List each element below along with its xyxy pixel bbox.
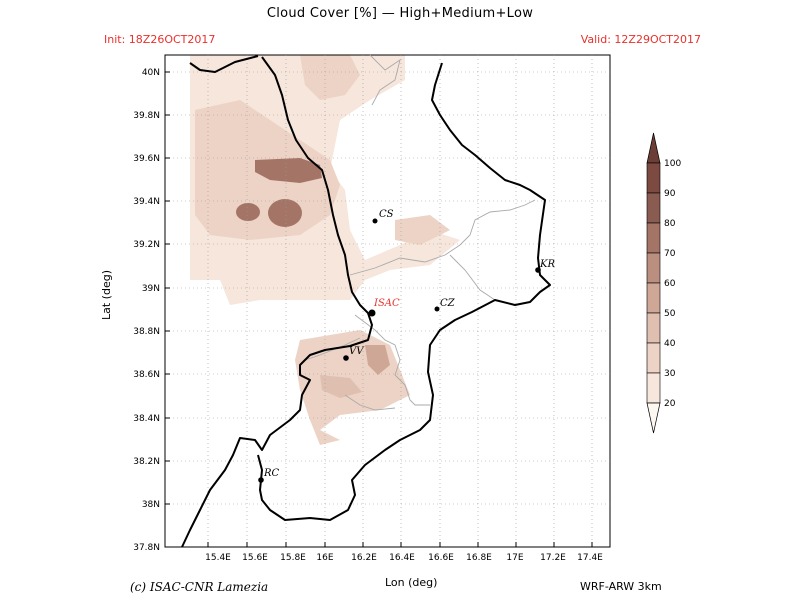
lat-tick: 37.8N <box>133 543 160 553</box>
colorbar-swatch <box>646 252 661 284</box>
lat-tick: 39.6N <box>133 154 160 164</box>
colorbar-swatch <box>646 312 661 344</box>
lon-tick: 16.2E <box>351 553 377 563</box>
lat-tick: 39.2N <box>133 240 160 250</box>
lat-tick: 38.2N <box>133 457 160 467</box>
lon-tick: 15.6E <box>242 553 268 563</box>
colorbar-label: 20 <box>664 399 676 409</box>
lon-tick: 16.4E <box>389 553 415 563</box>
colorbar-swatch <box>646 192 661 224</box>
colorbar <box>646 132 661 434</box>
city-label-kr: KR <box>539 259 555 270</box>
lon-tick: 17.4E <box>577 553 603 563</box>
colorbar-label: 30 <box>664 369 676 379</box>
lon-tick-labels: 15.4E 15.6E 15.8E 16E 16.2E 16.4E 16.6E … <box>205 553 603 563</box>
city-label-rc: RC <box>263 468 280 479</box>
colorbar-swatch <box>646 162 661 194</box>
province-boundaries <box>304 54 536 411</box>
colorbar-label: 70 <box>664 249 676 259</box>
model-text: WRF-ARW 3km <box>580 580 662 593</box>
colorbar-max-arrow <box>646 132 661 164</box>
colorbar-label: 40 <box>664 339 676 349</box>
lon-tick: 16.6E <box>428 553 454 563</box>
lat-tick: 38.6N <box>133 370 160 380</box>
valid-time: Valid: 12Z29OCT2017 <box>580 33 701 46</box>
colorbar-label: 90 <box>664 189 676 199</box>
coastline <box>181 55 551 548</box>
colorbar-label: 60 <box>664 279 676 289</box>
colorbar-label: 100 <box>664 159 681 169</box>
lon-tick: 15.8E <box>280 553 306 563</box>
city-label-vv: VV <box>349 346 365 357</box>
lat-tick: 39N <box>142 284 160 294</box>
colorbar-swatch <box>646 282 661 314</box>
lon-tick: 17E <box>506 553 523 563</box>
axis-ticks <box>165 71 593 547</box>
init-time: Init: 18Z26OCT2017 <box>104 33 216 46</box>
colorbar-label: 80 <box>664 219 676 229</box>
lon-tick: 15.4E <box>205 553 231 563</box>
colorbar-swatch <box>646 372 661 404</box>
lat-tick: 39.4N <box>133 197 160 207</box>
city-markers <box>258 218 541 483</box>
lon-tick: 17.2E <box>540 553 566 563</box>
lon-tick: 16.8E <box>466 553 492 563</box>
map-frame <box>164 54 611 548</box>
city-label-cz: CZ <box>440 298 456 309</box>
lat-tick: 40N <box>142 68 160 78</box>
city-label-isac: ISAC <box>373 298 400 309</box>
colorbar-min-arrow <box>646 402 661 434</box>
colorbar-swatch <box>646 342 661 374</box>
colorbar-labels: 20 30 40 50 60 70 80 90 100 <box>664 159 681 409</box>
lat-tick: 39.8N <box>133 111 160 121</box>
lat-tick: 38.8N <box>133 327 160 337</box>
colorbar-label: 50 <box>664 309 676 319</box>
map-title: Cloud Cover [%] — High+Medium+Low <box>266 6 534 21</box>
cloud-cover-field <box>190 55 460 445</box>
credit-text: (c) ISAC-CNR Lamezia <box>130 580 269 594</box>
lat-tick: 38.4N <box>133 414 160 424</box>
x-axis-label: Lon (deg) <box>385 576 438 589</box>
lat-tick: 38N <box>142 500 160 510</box>
y-axis-label: Lat (deg) <box>100 270 113 320</box>
lon-tick: 16E <box>316 553 333 563</box>
colorbar-swatch <box>646 222 661 254</box>
lat-tick-labels: 37.8N 38N 38.2N 38.4N 38.6N 38.8N 39N 39… <box>133 68 160 553</box>
city-label-cs: CS <box>379 209 394 220</box>
